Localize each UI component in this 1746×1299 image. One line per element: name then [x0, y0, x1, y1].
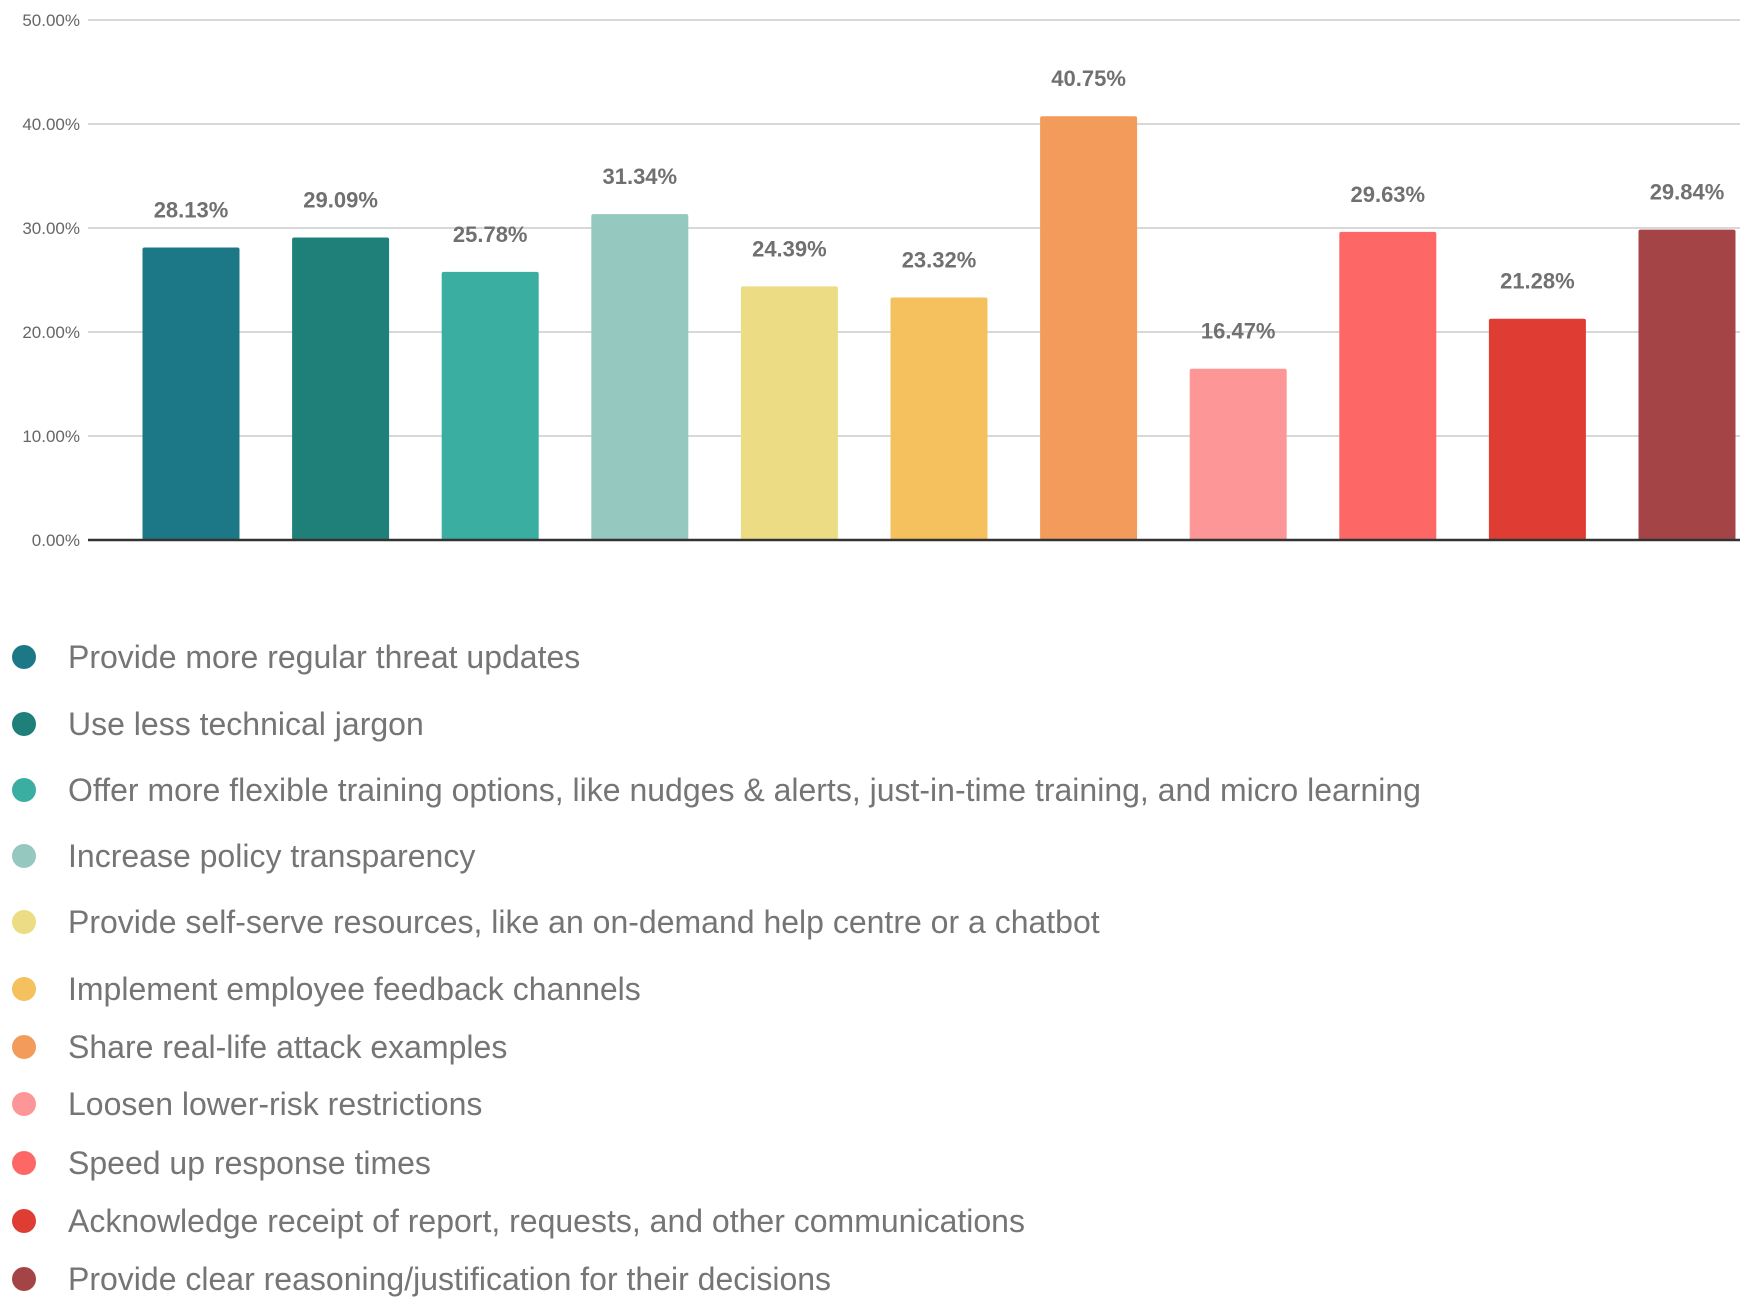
- bar[interactable]: [740, 286, 838, 540]
- bar[interactable]: [1339, 231, 1437, 540]
- bar[interactable]: [1040, 116, 1138, 540]
- legend-label: Provide more regular threat updates: [68, 638, 581, 675]
- bar-value-label: 40.75%: [1051, 66, 1126, 91]
- legend-label: Share real-life attack examples: [68, 1028, 508, 1065]
- bar[interactable]: [1638, 229, 1736, 540]
- bar[interactable]: [142, 247, 240, 540]
- bar[interactable]: [890, 297, 988, 540]
- legend-swatch: [12, 1092, 36, 1116]
- legend-item: Share real-life attack examples: [12, 1027, 507, 1067]
- legend-label: Loosen lower-risk restrictions: [68, 1085, 483, 1122]
- bar-value-label: 28.13%: [154, 197, 229, 222]
- legend-item: Increase policy transparency: [12, 836, 475, 876]
- bar[interactable]: [591, 214, 689, 540]
- bar-value-label: 16.47%: [1201, 319, 1276, 344]
- legend-label: Provide clear reasoning/justification fo…: [68, 1260, 832, 1297]
- legend-swatch: [12, 1035, 36, 1059]
- legend-item: Loosen lower-risk restrictions: [12, 1084, 482, 1124]
- legend-swatch: [12, 778, 36, 802]
- legend-item: Provide more regular threat updates: [12, 637, 580, 677]
- bar-value-label: 21.28%: [1500, 269, 1575, 294]
- y-tick-label: 40.00%: [22, 115, 80, 134]
- legend-item: Provide clear reasoning/justification fo…: [12, 1259, 831, 1299]
- bar-value-label: 25.78%: [453, 222, 528, 247]
- bar[interactable]: [1488, 318, 1586, 540]
- legend-item: Offer more flexible training options, li…: [12, 770, 1421, 810]
- bar[interactable]: [1189, 368, 1287, 540]
- legend-swatch: [12, 844, 36, 868]
- legend-item: Acknowledge receipt of report, requests,…: [12, 1201, 1025, 1241]
- legend-item: Use less technical jargon: [12, 704, 424, 744]
- bar-value-label: 29.63%: [1350, 182, 1425, 207]
- legend-label: Speed up response times: [68, 1144, 431, 1181]
- legend-label: Offer more flexible training options, li…: [68, 771, 1421, 808]
- legend-swatch: [12, 910, 36, 934]
- legend-label: Acknowledge receipt of report, requests,…: [68, 1202, 1025, 1239]
- y-tick-label: 50.00%: [22, 11, 80, 30]
- bar-value-label: 24.39%: [752, 236, 827, 261]
- bar-value-label: 29.09%: [303, 187, 378, 212]
- bar-value-label: 29.84%: [1650, 180, 1725, 205]
- legend-label: Provide self-serve resources, like an on…: [68, 903, 1100, 940]
- bar[interactable]: [292, 237, 390, 541]
- y-tick-label: 10.00%: [22, 427, 80, 446]
- y-tick-label: 0.00%: [32, 531, 80, 550]
- legend-item: Provide self-serve resources, like an on…: [12, 902, 1100, 942]
- legend-swatch: [12, 1151, 36, 1175]
- y-tick-label: 30.00%: [22, 219, 80, 238]
- bar-value-label: 31.34%: [602, 164, 677, 189]
- legend-label: Use less technical jargon: [68, 705, 424, 742]
- legend-swatch: [12, 1209, 36, 1233]
- legend-label: Increase policy transparency: [68, 837, 476, 874]
- y-tick-label: 20.00%: [22, 323, 80, 342]
- bar-value-label: 23.32%: [902, 247, 977, 272]
- legend-swatch: [12, 1267, 36, 1291]
- bar[interactable]: [441, 271, 539, 540]
- legend-item: Speed up response times: [12, 1143, 431, 1183]
- legend-swatch: [12, 645, 36, 669]
- bar-chart: 0.00% 10.00% 20.00% 30.00% 40.00% 50.00% 28.13…: [22, 11, 1740, 550]
- legend-swatch: [12, 977, 36, 1001]
- legend-swatch: [12, 712, 36, 736]
- legend-item: Implement employee feedback channels: [12, 969, 641, 1009]
- legend-label: Implement employee feedback channels: [68, 970, 641, 1007]
